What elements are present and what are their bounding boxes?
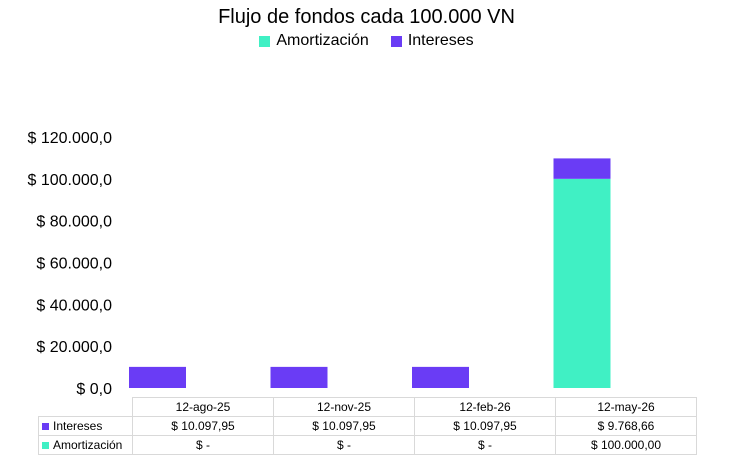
stacked-bar-chart: $ 0,0 $ 20.000,0 $ 40.000,0 $ 60.000,0 $ 80.…	[27, 130, 611, 398]
row-label-intereses: Intereses	[53, 419, 103, 433]
bar-amortizacion	[553, 178, 611, 388]
data-label-intereses: $ 9.768,66	[555, 416, 697, 436]
legend-item-amortizacion: Amortización	[259, 32, 369, 50]
row-header-intereses: Intereses	[38, 416, 133, 436]
chart-title: Flujo de fondos cada 100.000 VN	[218, 6, 515, 28]
y-tick-label: $ 0,0	[76, 381, 112, 398]
y-tick-label: $ 100.000,0	[27, 172, 112, 189]
data-label-intereses: $ 10.097,95	[132, 416, 274, 436]
legend-label-intereses: Intereses	[407, 32, 474, 49]
legend-item-intereses: Intereses	[390, 32, 474, 50]
data-label-amortizacion: $ 100.000,00	[555, 435, 697, 455]
data-label-amortizacion: $ -	[414, 435, 556, 455]
bar-intereses	[412, 366, 469, 388]
y-tick-label: $ 40.000,0	[36, 297, 112, 314]
bar-intereses	[129, 366, 186, 388]
row-swatch-amortizacion	[42, 442, 49, 450]
data-table-row-intereses: Intereses $ 10.097,95 $ 10.097,95 $ 10.0…	[38, 416, 697, 436]
data-label-amortizacion: $ -	[132, 435, 274, 455]
data-table: 12-ago-25 12-nov-25 12-feb-26 12-may-26 …	[38, 397, 697, 455]
bar-intereses	[270, 366, 328, 388]
category-label: 12-ago-25	[132, 397, 274, 417]
row-label-amortizacion: Amortización	[53, 438, 123, 452]
category-label: 12-may-26	[555, 397, 697, 417]
data-table-corner	[38, 397, 133, 417]
y-tick-label: $ 120.000,0	[27, 130, 112, 147]
category-label: 12-nov-25	[273, 397, 415, 417]
data-table-header-row: 12-ago-25 12-nov-25 12-feb-26 12-may-26	[38, 397, 697, 417]
legend-swatch-amortizacion	[259, 35, 271, 47]
category-label: 12-feb-26	[414, 397, 556, 417]
y-tick-label: $ 80.000,0	[36, 214, 112, 231]
legend-label-amortizacion: Amortización	[276, 32, 369, 49]
y-tick-label: $ 20.000,0	[36, 339, 112, 356]
data-label-intereses: $ 10.097,95	[273, 416, 415, 436]
bar-intereses	[553, 158, 611, 179]
row-swatch-intereses	[42, 423, 49, 431]
y-tick-label: $ 60.000,0	[36, 256, 112, 273]
legend: Amortización Intereses	[0, 32, 733, 50]
data-label-amortizacion: $ -	[273, 435, 415, 455]
data-table-row-amortizacion: Amortización $ - $ - $ - $ 100.000,00	[38, 435, 697, 455]
row-header-amortizacion: Amortización	[38, 435, 133, 455]
legend-swatch-intereses	[390, 35, 402, 47]
data-label-intereses: $ 10.097,95	[414, 416, 556, 436]
